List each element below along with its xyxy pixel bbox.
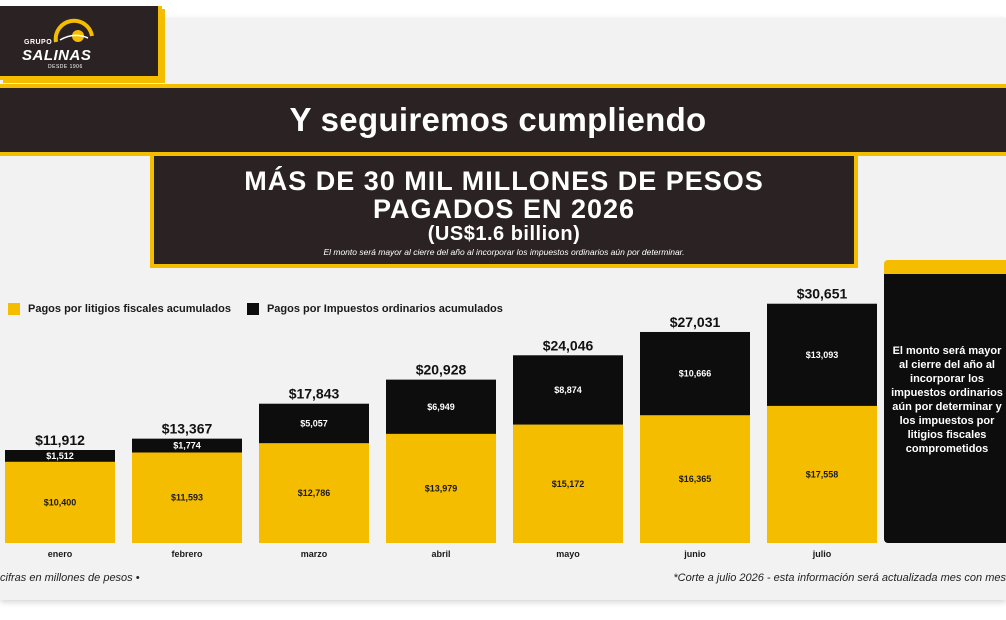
page-title: Y seguiremos cumpliendo — [289, 101, 707, 138]
logo-grupo-text: GRUPO — [24, 39, 53, 46]
footer-units-note: cifras en millones de pesos • — [0, 572, 140, 584]
legend-label-ordinarios: Pagos por Impuestos ordinarios acumulado… — [266, 303, 503, 315]
bar-value-label: $1,774 — [173, 441, 201, 451]
legend-swatch-yellow — [8, 303, 20, 315]
legend-item-litigios: Pagos por litigios fiscales acumulados — [8, 303, 231, 315]
x-axis-tick-label: febrero — [171, 549, 203, 559]
legend-item-ordinarios: Pagos por Impuestos ordinarios acumulado… — [246, 303, 503, 315]
bar-value-label: $10,400 — [44, 497, 77, 507]
bar-total-label: $20,928 — [416, 362, 467, 378]
bar-segment-litigios — [640, 415, 750, 543]
headline-box: MÁS DE 30 MIL MILLONES DE PESOS PAGADOS … — [150, 156, 858, 268]
bar-value-label: $16,365 — [679, 474, 712, 484]
bar-segment-ordinarios — [767, 303, 877, 406]
bar-segment-litigios — [259, 443, 369, 543]
headline-usd: (US$1.6 billion) — [427, 223, 581, 245]
bar-value-label: $6,949 — [427, 402, 455, 412]
stacked-bar-chart: $10,400 $1,512 $11,912 enero $11,593 $1,774 $1… — [5, 286, 877, 559]
side-note-box: El monto será mayor al cierre del año al… — [884, 260, 1006, 543]
headline-line-2: PAGADOS EN 2026 — [372, 194, 636, 224]
bar-value-label: $13,093 — [806, 350, 839, 360]
logo-salinas-text: SALINAS — [22, 47, 92, 64]
chart-legend: Pagos por litigios fiscales acumulados P… — [8, 303, 519, 315]
grupo-salinas-logo: GRUPO SALINAS DESDE 1906 — [0, 6, 162, 80]
bar-segment-litigios — [513, 424, 623, 543]
bar-total-label: $13,367 — [162, 421, 213, 437]
title-banner: Y seguiremos cumpliendo — [0, 84, 1006, 156]
footer-cutoff-note: *Corte a julio 2026 - esta información s… — [673, 572, 1006, 584]
x-axis-tick-label: mayo — [556, 549, 580, 559]
bar-segment-litigios — [386, 433, 496, 543]
bar-value-label: $5,057 — [300, 418, 328, 428]
x-axis-tick-label: enero — [48, 549, 73, 559]
bar-total-label: $24,046 — [543, 337, 594, 353]
legend-label-litigios: Pagos por litigios fiscales acumulados — [28, 303, 231, 315]
bar-value-label: $15,172 — [552, 479, 585, 489]
bar-total-label: $30,651 — [797, 286, 848, 302]
bar-segment-ordinarios — [513, 355, 623, 425]
bar-segment-litigios — [132, 452, 242, 543]
bar-value-label: $17,558 — [806, 469, 839, 479]
bar-value-label: $8,874 — [554, 385, 582, 395]
bar-total-label: $17,843 — [289, 386, 340, 402]
logo-since-text: DESDE 1906 — [48, 64, 83, 70]
bar-value-label: $11,593 — [171, 493, 203, 503]
bar-segment-litigios — [767, 405, 877, 543]
side-note-text: El monto será mayor al cierre del año al… — [891, 345, 1003, 455]
x-axis-tick-label: marzo — [301, 549, 328, 559]
bar-value-label: $1,512 — [46, 451, 74, 461]
bar-value-label: $10,666 — [679, 369, 712, 379]
bar-segment-ordinarios — [259, 403, 369, 444]
legend-swatch-black — [246, 303, 259, 315]
bar-segment-ordinarios — [132, 438, 242, 453]
bar-total-label: $27,031 — [670, 314, 721, 330]
x-axis-tick-label: abril — [431, 549, 450, 559]
bar-segment-litigios — [5, 461, 115, 543]
bar-segment-ordinarios — [640, 331, 750, 416]
bar-value-label: $12,786 — [298, 488, 331, 498]
bar-segment-ordinarios — [5, 450, 115, 462]
headline-note: El monto será mayor al cierre del año al… — [323, 247, 685, 257]
logo-swoosh-icon — [53, 18, 94, 43]
bar-segment-ordinarios — [386, 379, 496, 434]
x-axis-tick-label: junio — [683, 549, 706, 559]
bar-total-label: $11,912 — [35, 432, 85, 448]
headline-line-1: MÁS DE 30 MIL MILLONES DE PESOS — [244, 166, 764, 196]
x-axis-tick-label: julio — [812, 549, 832, 559]
bar-value-label: $13,979 — [425, 483, 458, 493]
